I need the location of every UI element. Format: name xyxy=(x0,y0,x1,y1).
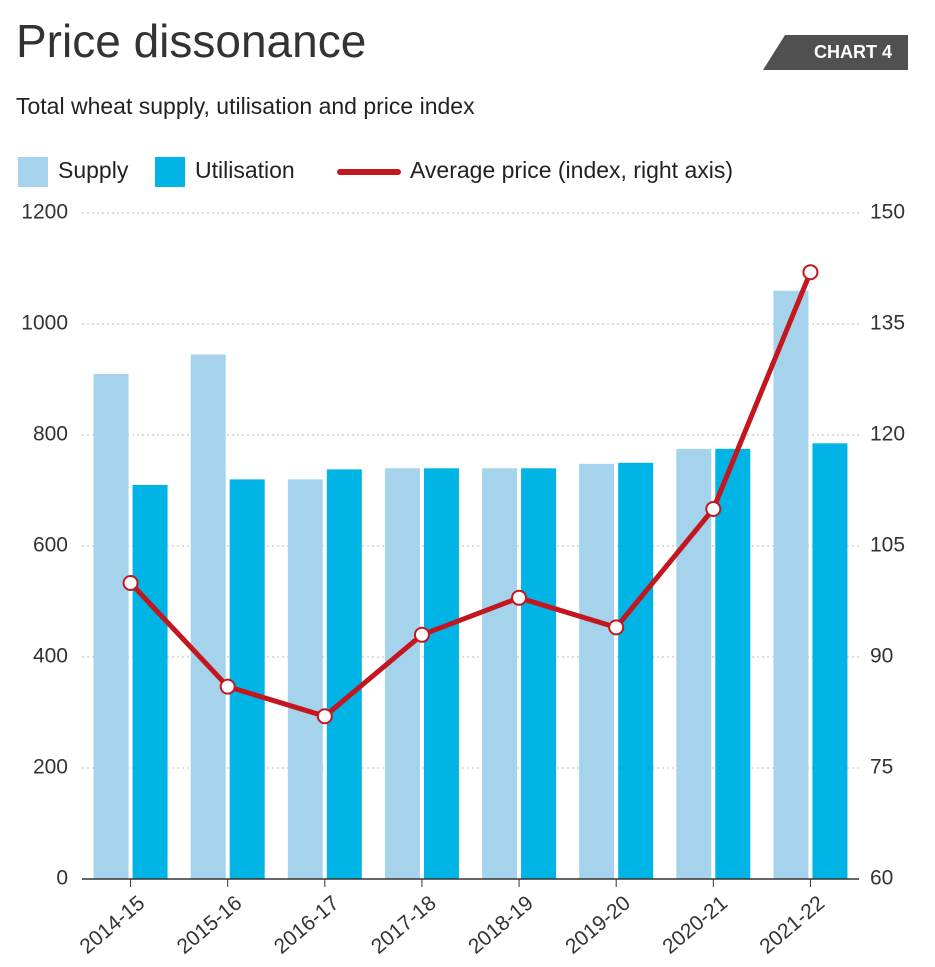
y-tick-label: 1000 xyxy=(21,312,68,335)
legend-swatch xyxy=(18,157,48,187)
bar xyxy=(521,468,557,879)
price-point xyxy=(608,619,625,636)
bar xyxy=(229,479,265,879)
bar xyxy=(676,448,712,879)
x-tick-label: 2015-16 xyxy=(173,891,247,958)
x-tick-label: 2021-22 xyxy=(755,891,829,958)
x-tick-label: 2018-19 xyxy=(464,891,538,958)
y2-tick-label: 150 xyxy=(870,201,905,224)
legend-label: Utilisation xyxy=(195,157,295,183)
price-point xyxy=(802,264,819,281)
x-tick-label: 2020-21 xyxy=(658,891,732,958)
bar xyxy=(618,462,654,879)
bar xyxy=(384,468,420,879)
y2-tick-label: 105 xyxy=(870,534,905,557)
bar xyxy=(715,448,751,879)
bar xyxy=(190,354,226,879)
price-line xyxy=(128,271,813,719)
x-tick-label: 2019-20 xyxy=(561,891,635,958)
bar xyxy=(773,290,809,879)
y2-tick-label: 90 xyxy=(870,645,893,668)
x-tick-label: 2014-15 xyxy=(76,891,150,958)
y2-tick-label: 120 xyxy=(870,423,905,446)
legend-label: Supply xyxy=(58,157,129,183)
price-point xyxy=(316,708,333,725)
bar xyxy=(423,468,459,879)
legend-swatch xyxy=(155,157,185,187)
badge-bg xyxy=(763,35,908,70)
y-tick-label: 200 xyxy=(33,756,68,779)
chart-title: Price dissonance xyxy=(16,15,366,67)
legend-label: Average price (index, right axis) xyxy=(410,157,733,183)
y-tick-label: 1200 xyxy=(21,201,68,224)
bar xyxy=(93,373,129,879)
y2-tick-label: 60 xyxy=(870,867,893,890)
badge: CHART 4 xyxy=(814,42,892,62)
bar xyxy=(812,443,848,879)
y2-tick-label: 75 xyxy=(870,756,893,779)
y-tick-label: 600 xyxy=(33,534,68,557)
x-tick-label: 2017-18 xyxy=(367,891,441,958)
bar xyxy=(326,469,362,879)
y-tick-label: 800 xyxy=(33,423,68,446)
price-point xyxy=(511,589,528,606)
price-point xyxy=(122,575,139,591)
bar xyxy=(482,468,518,879)
y-tick-label: 400 xyxy=(33,645,68,668)
price-point xyxy=(219,678,236,695)
price-point xyxy=(413,626,430,643)
x-tick-label: 2016-17 xyxy=(270,891,344,958)
bar xyxy=(287,479,323,879)
chart-subtitle: Total wheat supply, utilisation and pric… xyxy=(16,93,475,119)
bar xyxy=(579,463,615,879)
y2-tick-label: 135 xyxy=(870,312,905,335)
bar xyxy=(132,484,168,879)
y-tick-label: 0 xyxy=(56,867,68,890)
price-point xyxy=(705,501,722,517)
